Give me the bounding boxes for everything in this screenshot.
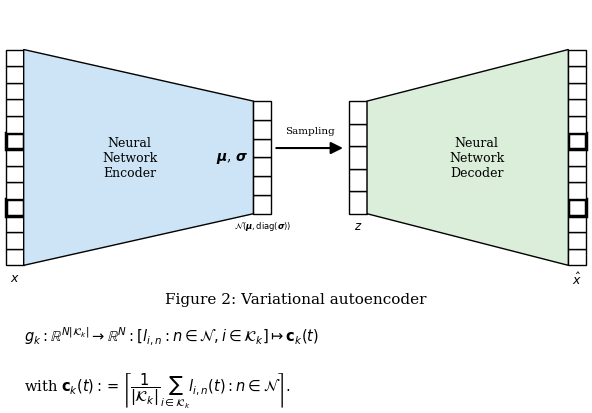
Bar [6,100,24,116]
Bar [253,177,271,195]
Bar [349,124,367,147]
Bar [6,83,24,100]
Bar [6,233,24,249]
Bar [253,102,271,121]
Bar [349,147,367,169]
Bar [6,116,24,133]
Bar [6,150,24,166]
Text: $\hat{x}$: $\hat{x}$ [572,271,582,287]
Bar [568,133,586,150]
Bar [253,195,271,214]
Bar [568,116,586,133]
Text: Neural
Network
Decoder: Neural Network Decoder [449,137,504,180]
Text: Figure 2: Variational autoencoder: Figure 2: Variational autoencoder [165,292,427,306]
Bar [6,199,24,216]
Bar [568,216,586,233]
Polygon shape [367,50,568,266]
Bar [349,192,367,214]
Text: $\boldsymbol{\mu}$, $\boldsymbol{\sigma}$: $\boldsymbol{\mu}$, $\boldsymbol{\sigma}… [217,151,249,166]
Bar [568,199,586,216]
Bar [568,150,586,166]
Bar [6,216,24,233]
Text: $\mathcal{N}(\boldsymbol{\mu},\mathrm{diag}(\boldsymbol{\sigma}))$: $\mathcal{N}(\boldsymbol{\mu},\mathrm{di… [233,220,291,233]
Polygon shape [24,50,253,266]
Bar [6,133,24,150]
Bar [6,183,24,199]
Bar [568,67,586,83]
Text: $g_k:\mathbb{R}^{N|\mathcal{K}_k|} \rightarrow \mathbb{R}^N:[l_{i,n}:n\in\mathca: $g_k:\mathbb{R}^{N|\mathcal{K}_k|} \righ… [24,325,318,347]
Text: Sampling: Sampling [285,127,334,135]
Bar [253,121,271,139]
FancyArrowPatch shape [276,144,340,154]
Text: Neural
Network
Encoder: Neural Network Encoder [102,137,157,180]
Bar [568,166,586,183]
Bar [568,100,586,116]
Bar [349,102,367,124]
Text: $x$: $x$ [10,271,20,284]
Bar [6,166,24,183]
Bar [253,139,271,158]
Bar [568,249,586,266]
Bar [568,83,586,100]
Bar [6,249,24,266]
Bar [6,67,24,83]
Bar [6,50,24,67]
Bar [568,50,586,67]
Text: with $\mathbf{c}_k(t):=\left\lceil\dfrac{1}{|\mathcal{K}_k|}\sum_{i\in\mathcal{K: with $\mathbf{c}_k(t):=\left\lceil\dfrac… [24,370,290,410]
Bar [568,233,586,249]
Bar [568,183,586,199]
Text: $z$: $z$ [354,220,362,233]
Bar [253,158,271,177]
Bar [349,169,367,192]
